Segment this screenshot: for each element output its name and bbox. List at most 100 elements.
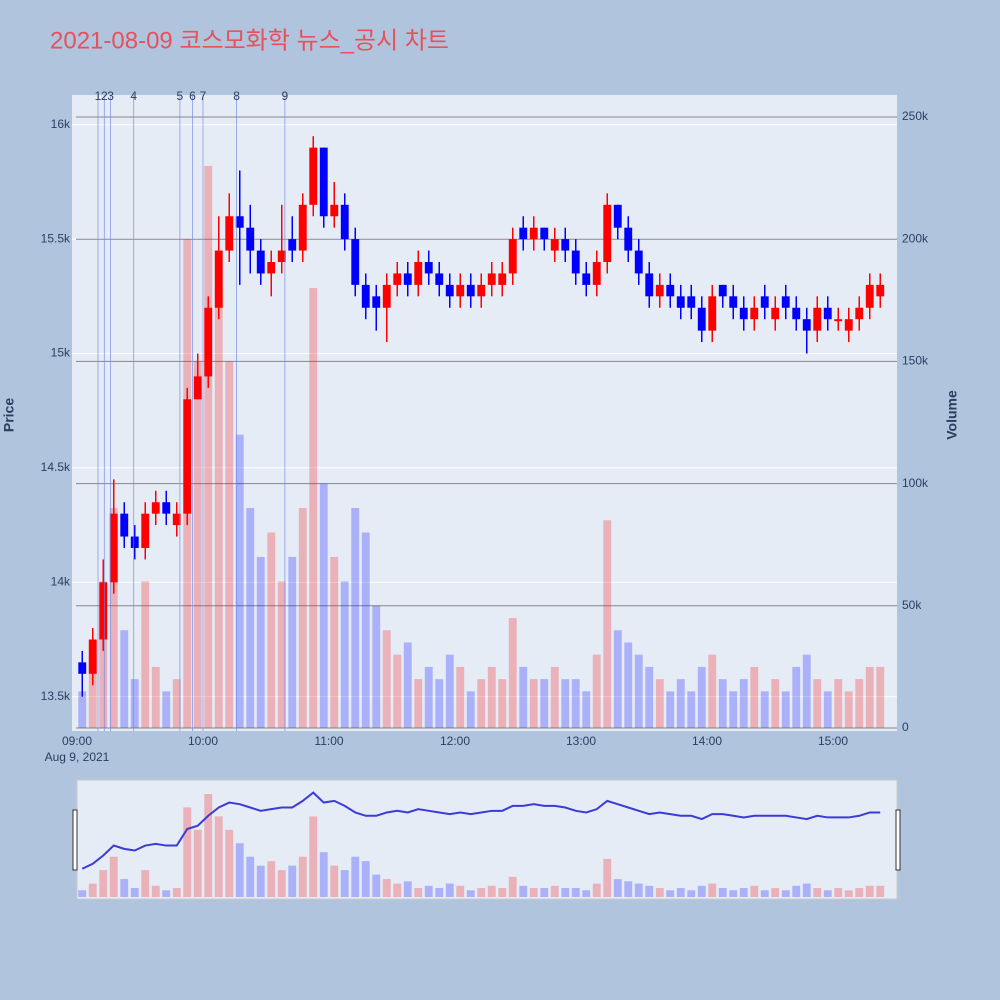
mini-volume-bar	[865, 885, 874, 897]
mini-volume-bar	[88, 883, 97, 897]
candle-body	[498, 273, 507, 285]
candle-body	[844, 319, 853, 331]
candle-body	[193, 376, 202, 400]
mini-volume-bar	[277, 870, 286, 897]
candle-body	[298, 204, 307, 251]
volume-bar	[403, 642, 412, 728]
mini-volume-bar	[561, 888, 570, 897]
range-slider[interactable]	[76, 779, 898, 900]
mini-volume-bar	[813, 888, 822, 897]
volume-bar	[750, 666, 759, 728]
volume-bar	[267, 532, 276, 728]
volume-bar	[792, 666, 801, 728]
mini-volume-bar	[267, 861, 276, 897]
candle-body	[582, 273, 591, 285]
candle-body	[141, 513, 150, 548]
x-tick-label: 14:00	[692, 734, 722, 748]
mini-price-line	[81, 791, 881, 870]
mini-volume-bar	[739, 888, 748, 897]
candle-body	[634, 250, 643, 274]
mini-volume-bar	[309, 816, 318, 897]
mini-volume-bar	[708, 883, 717, 897]
candle-body	[246, 227, 255, 251]
y-tick-label: 14k	[51, 574, 71, 588]
annotation-label: 4	[130, 89, 137, 103]
mini-volume-bar	[823, 890, 832, 897]
candle-body	[78, 662, 87, 674]
mini-volume-bar	[634, 883, 643, 897]
slider-handle[interactable]	[895, 809, 901, 871]
mini-volume-bar	[729, 890, 738, 897]
candle-body	[697, 307, 706, 331]
mini-volume-bar	[676, 888, 685, 897]
volume-bar	[151, 666, 160, 728]
volume-bar	[109, 508, 118, 728]
volume-bar	[193, 361, 202, 728]
y-tick-label: 16k	[51, 117, 71, 131]
mini-volume-bar	[613, 879, 622, 897]
candle-body	[172, 513, 181, 526]
y2-tick-label: 50k	[902, 598, 922, 612]
mini-volume-bar	[351, 856, 360, 897]
mini-volume-bar	[330, 865, 339, 897]
mini-volume-bar	[445, 883, 454, 897]
candle-body	[351, 239, 360, 285]
mini-volume-bar	[319, 852, 328, 897]
mini-volume-bar	[550, 885, 559, 897]
mini-volume-bar	[120, 879, 129, 897]
y2-axis-title: Volume	[944, 390, 960, 440]
candle-body	[655, 284, 664, 297]
volume-bar	[256, 556, 265, 728]
mini-volume-bar	[519, 885, 528, 897]
y2-tick-label: 0	[902, 720, 909, 734]
volume-bar	[834, 679, 843, 728]
volume-bar	[319, 483, 328, 728]
volume-bar	[571, 679, 580, 728]
candle-body	[435, 273, 444, 285]
volume-bar	[445, 654, 454, 728]
candle-body	[687, 296, 696, 308]
volume-bar	[708, 654, 717, 728]
volume-bar	[246, 508, 255, 728]
volume-bar	[78, 691, 87, 728]
x-tick-label: 12:00	[440, 734, 470, 748]
slider-handle[interactable]	[72, 809, 78, 871]
candle-body	[456, 284, 465, 297]
volume-bar	[330, 556, 339, 728]
mini-volume-bar	[718, 888, 727, 897]
mini-volume-bar	[288, 865, 297, 897]
mini-volume-bar	[571, 888, 580, 897]
candle-body	[120, 513, 129, 537]
candle-body	[781, 296, 790, 308]
volume-bar	[487, 666, 496, 728]
volume-bar	[613, 630, 622, 728]
volume-bar	[382, 630, 391, 728]
volume-bar	[456, 666, 465, 728]
y-tick-label: 13.5k	[41, 689, 71, 703]
annotation-label: 8	[233, 89, 240, 103]
y2-tick-label: 100k	[902, 476, 929, 490]
mini-volume-bar	[529, 888, 538, 897]
candle-body	[424, 262, 433, 274]
y2-tick-label: 150k	[902, 354, 929, 368]
volume-bar	[162, 691, 171, 728]
volume-bar	[739, 679, 748, 728]
y-tick-label: 15.5k	[41, 231, 71, 245]
volume-bar	[718, 679, 727, 728]
candle-body	[739, 307, 748, 320]
candle-body	[267, 262, 276, 274]
candle-body	[204, 307, 213, 377]
mini-volume-bar	[802, 883, 811, 897]
mini-volume-bar	[592, 883, 601, 897]
volume-bar	[340, 581, 349, 728]
x-tick-label: 15:00	[818, 734, 848, 748]
candle-body	[519, 227, 528, 240]
y-axis-title: Price	[1, 398, 17, 432]
x-tick-label: 09:00	[62, 734, 92, 748]
volume-bar	[697, 666, 706, 728]
volume-bar	[88, 654, 97, 728]
volume-bar	[498, 679, 507, 728]
volume-bar	[477, 679, 486, 728]
volume-bar	[141, 581, 150, 728]
mini-volume-bar	[498, 888, 507, 897]
